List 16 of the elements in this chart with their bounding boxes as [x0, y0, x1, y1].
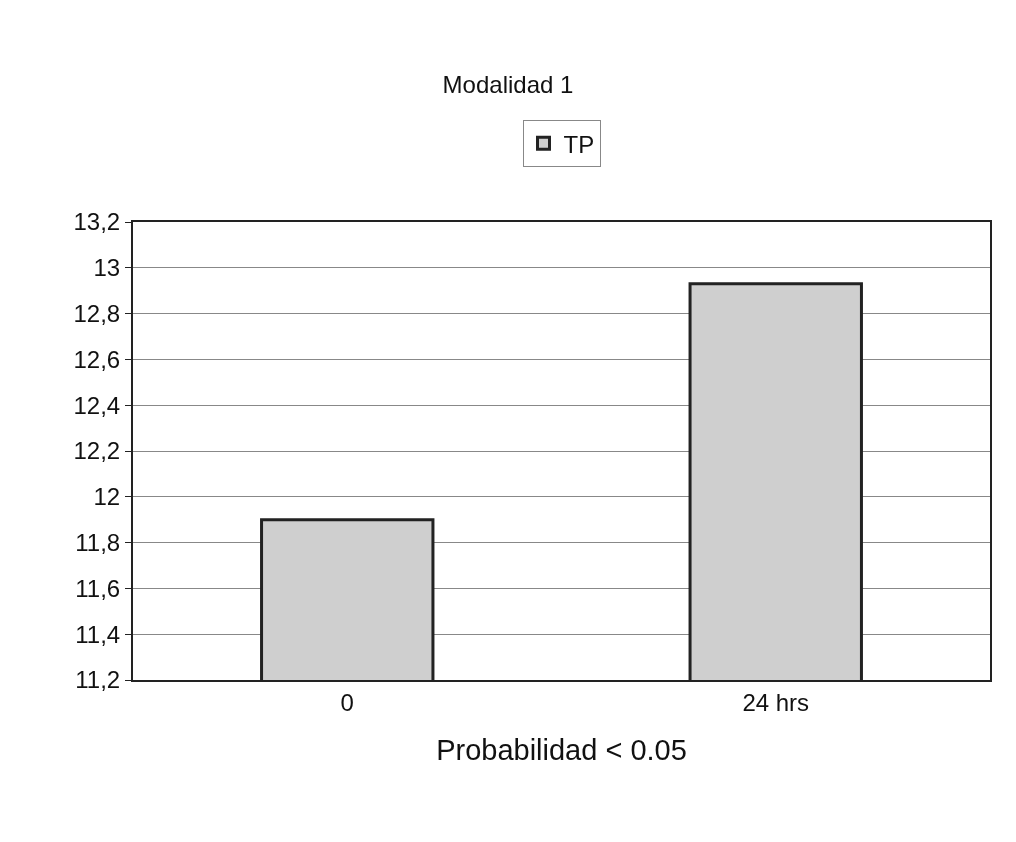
x-tick-label: 24 hrs — [742, 688, 810, 716]
y-tick-label: 12,2 — [73, 437, 121, 465]
y-tick-label: 11,6 — [75, 574, 121, 602]
y-tick-label: 12,4 — [73, 391, 121, 419]
y-tick-label: 12,6 — [73, 345, 121, 373]
y-tick-label: 13,2 — [73, 208, 121, 236]
y-tick-label: 13 — [93, 254, 121, 282]
y-tick-label: 12,8 — [73, 300, 121, 327]
y-tick-label: 12 — [93, 483, 121, 511]
y-tick-label: 11,4 — [75, 620, 121, 648]
y-tick-label: 11,8 — [75, 529, 121, 556]
legend-label: TP — [563, 130, 595, 158]
y-tick-label: 11,2 — [75, 666, 121, 694]
x-tick-label: 0 — [340, 688, 354, 716]
chart-title: Modalidad 1 — [442, 70, 574, 98]
x-axis-title: Probabilidad < 0.05 — [436, 734, 687, 767]
